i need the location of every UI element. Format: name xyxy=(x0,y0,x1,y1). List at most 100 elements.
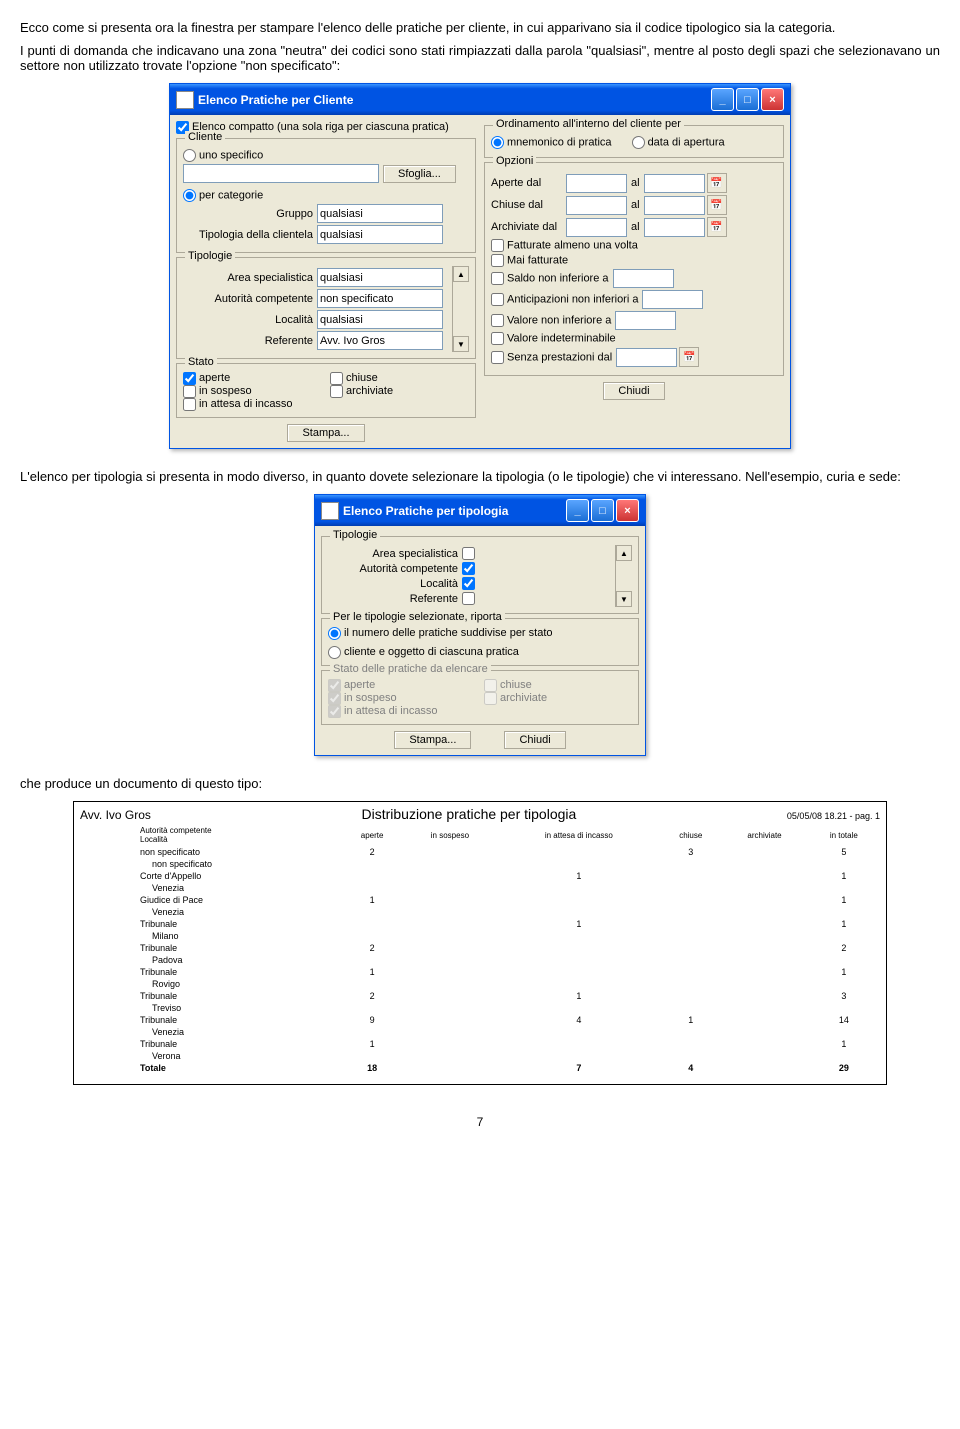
per-tipologie-groupbox: Per le tipologie selezionate, riporta il… xyxy=(321,618,639,666)
calendar-icon[interactable]: 📅 xyxy=(707,173,727,193)
tipologie-scrollbar[interactable]: ▲▼ xyxy=(452,266,469,352)
aperte-al-input[interactable] xyxy=(644,174,705,193)
archiviate-al-input[interactable] xyxy=(644,218,705,237)
cliente-legend: Cliente xyxy=(185,131,225,143)
stato-groupbox: Stato aperte in sospeso in attesa di inc… xyxy=(176,363,476,418)
fatturate-checkbox[interactable]: Fatturate almeno una volta xyxy=(491,239,638,252)
aperte-checkbox[interactable]: aperte xyxy=(183,372,230,384)
stampa-button[interactable]: Stampa... xyxy=(394,731,471,749)
calendar-icon[interactable]: 📅 xyxy=(679,347,699,367)
anticipazioni-checkbox[interactable]: Anticipazioni non inferiori a xyxy=(491,293,638,306)
chiuse-checkbox[interactable]: chiuse xyxy=(330,372,378,384)
intro-paragraph-2: I punti di domanda che indicavano una zo… xyxy=(20,43,940,73)
valore-noninf-checkbox[interactable]: Valore non inferiore a xyxy=(491,314,611,327)
referente-input[interactable] xyxy=(317,331,443,350)
report-timestamp: 05/05/08 18.21 - pag. 1 xyxy=(787,811,880,821)
area-checkbox[interactable] xyxy=(462,547,475,560)
tipologie-legend: Tipologie xyxy=(185,250,235,262)
report-col-header: aperte xyxy=(342,824,402,846)
archiviate-checkbox[interactable]: archiviate xyxy=(330,385,393,397)
titlebar: Elenco Pratiche per Cliente _ □ × xyxy=(170,84,790,115)
report-total-row: Totale187429 xyxy=(80,1062,880,1074)
report-row-sub: Venezia xyxy=(80,1026,880,1038)
app-icon xyxy=(176,91,194,109)
tipclient-input[interactable] xyxy=(317,225,443,244)
sospeso-checkbox: in sospeso xyxy=(328,692,397,704)
close-button[interactable]: × xyxy=(761,88,784,111)
archiviate-dal-label: Archiviate dal xyxy=(491,221,566,233)
autorita-label: Autorità competente xyxy=(183,293,313,305)
chiuse-checkbox: chiuse xyxy=(484,679,532,691)
senza-prest-checkbox[interactable]: Senza prestazioni dal xyxy=(491,351,612,364)
report-title: Distribuzione pratiche per tipologia xyxy=(151,806,787,822)
data-apertura-radio[interactable]: data di apertura xyxy=(632,136,725,149)
valore-indet-checkbox[interactable]: Valore indeterminabile xyxy=(491,332,616,345)
report-row: non specificato235 xyxy=(80,846,880,858)
archiviate-checkbox: archiviate xyxy=(484,692,547,704)
report-row: Tribunale11 xyxy=(80,918,880,930)
localita-label: Località xyxy=(183,314,313,326)
attesa-checkbox: in attesa di incasso xyxy=(328,705,438,717)
report-row-sub: Treviso xyxy=(80,1002,880,1014)
tipclient-label: Tipologia della clientela xyxy=(183,229,313,241)
report-row: Tribunale213 xyxy=(80,990,880,1002)
anticipazioni-input[interactable] xyxy=(642,290,703,309)
per-categorie-radio[interactable]: per categorie xyxy=(183,189,263,202)
referente-checkbox[interactable] xyxy=(462,592,475,605)
report-col-header: chiuse xyxy=(660,824,721,846)
report-col-header: in attesa di incasso xyxy=(498,824,661,846)
page-number: 7 xyxy=(20,1115,940,1129)
autorita-checkbox[interactable] xyxy=(462,562,475,575)
report-row-sub: Venezia xyxy=(80,882,880,894)
autorita-input[interactable] xyxy=(317,289,443,308)
maximize-button[interactable]: □ xyxy=(591,499,614,522)
mid-paragraph-2: che produce un documento di questo tipo: xyxy=(20,776,940,791)
tipologie-scrollbar[interactable]: ▲▼ xyxy=(615,545,632,607)
chiudi-button[interactable]: Chiudi xyxy=(603,382,664,400)
report-row: Tribunale94114 xyxy=(80,1014,880,1026)
app-icon xyxy=(321,502,339,520)
mnemonico-radio[interactable]: mnemonico di pratica xyxy=(491,136,612,149)
localita-input[interactable] xyxy=(317,310,443,329)
report-document: Avv. Ivo Gros Distribuzione pratiche per… xyxy=(73,801,887,1085)
maximize-button[interactable]: □ xyxy=(736,88,759,111)
aperte-checkbox: aperte xyxy=(328,679,375,691)
senza-prest-input[interactable] xyxy=(616,348,677,367)
specifico-input[interactable] xyxy=(183,164,379,183)
ordinamento-groupbox: Ordinamento all'interno del cliente per … xyxy=(484,125,784,158)
titlebar: Elenco Pratiche per tipologia _ □ × xyxy=(315,495,645,526)
stampa-button[interactable]: Stampa... xyxy=(287,424,364,442)
uno-specifico-radio[interactable]: uno specifico xyxy=(183,149,263,162)
archiviate-dal-input[interactable] xyxy=(566,218,627,237)
report-owner: Avv. Ivo Gros xyxy=(80,808,151,822)
intro-paragraph-1: Ecco come si presenta ora la finestra pe… xyxy=(20,20,940,35)
gruppo-input[interactable] xyxy=(317,204,443,223)
mid-paragraph-1: L'elenco per tipologia si presenta in mo… xyxy=(20,469,940,484)
localita-checkbox[interactable] xyxy=(462,577,475,590)
opzioni-legend: Opzioni xyxy=(493,155,536,167)
minimize-button[interactable]: _ xyxy=(566,499,589,522)
saldo-checkbox[interactable]: Saldo non inferiore a xyxy=(491,272,609,285)
minimize-button[interactable]: _ xyxy=(711,88,734,111)
saldo-input[interactable] xyxy=(613,269,674,288)
mai-fatturate-checkbox[interactable]: Mai fatturate xyxy=(491,254,568,267)
sfoglia-button[interactable]: Sfoglia... xyxy=(383,165,456,183)
close-button[interactable]: × xyxy=(616,499,639,522)
cliente-oggetto-radio[interactable]: cliente e oggetto di ciascuna pratica xyxy=(328,646,519,658)
report-row: Giudice di Pace11 xyxy=(80,894,880,906)
chiuse-dal-input[interactable] xyxy=(566,196,627,215)
chiuse-al-input[interactable] xyxy=(644,196,705,215)
report-row: Tribunale11 xyxy=(80,1038,880,1050)
cliente-groupbox: Cliente uno specifico Sfoglia... per cat… xyxy=(176,138,476,253)
calendar-icon[interactable]: 📅 xyxy=(707,217,727,237)
chiudi-button[interactable]: Chiudi xyxy=(504,731,565,749)
area-input[interactable] xyxy=(317,268,443,287)
calendar-icon[interactable]: 📅 xyxy=(707,195,727,215)
sospeso-checkbox[interactable]: in sospeso xyxy=(183,385,252,397)
numero-radio[interactable]: il numero delle pratiche suddivise per s… xyxy=(328,627,553,639)
window-title: Elenco Pratiche per tipologia xyxy=(343,504,508,518)
report-col-header: in totale xyxy=(808,824,880,846)
attesa-checkbox[interactable]: in attesa di incasso xyxy=(183,398,293,410)
aperte-dal-input[interactable] xyxy=(566,174,627,193)
valore-noninf-input[interactable] xyxy=(615,311,676,330)
